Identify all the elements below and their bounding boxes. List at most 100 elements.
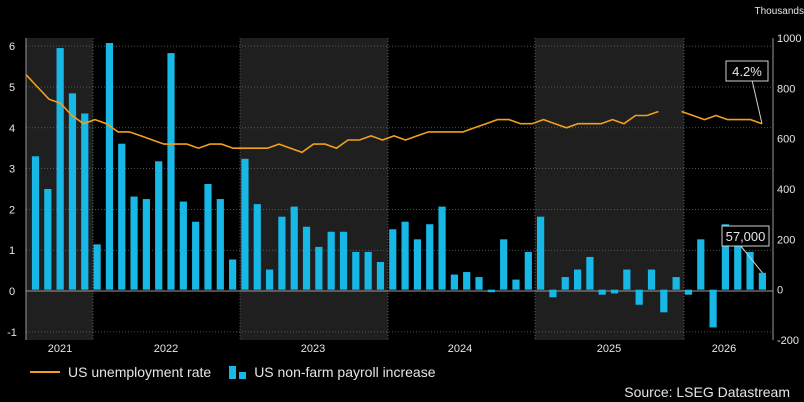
payroll-bar <box>118 143 126 290</box>
legend-label-payroll: US non-farm payroll increase <box>254 364 436 380</box>
payroll-bar <box>192 221 200 290</box>
payroll-bar <box>302 226 311 290</box>
payroll-bar <box>463 272 471 290</box>
left-tick-label: 2 <box>9 204 15 216</box>
right-tick-label: 600 <box>777 134 795 146</box>
payroll-bar <box>56 48 64 290</box>
payroll-bar <box>364 251 372 290</box>
rate-callout-text: 4.2% <box>732 64 762 79</box>
axes: -1 0 1 2 3 4 5 6 -200 0 200 400 600 800 1000 2021 2022 20… <box>7 33 801 355</box>
payroll-bar <box>635 289 643 305</box>
payroll-bar <box>610 289 619 294</box>
payroll-bar <box>290 206 298 290</box>
x-tick-label: 2023 <box>301 343 325 355</box>
rate-callout-line <box>751 79 763 124</box>
payroll-bar <box>660 289 668 313</box>
x-tick-label: 2021 <box>48 343 72 355</box>
end-labels: 4.2% 57,000 <box>721 60 770 274</box>
payroll-bar <box>573 269 582 290</box>
payroll-bar <box>426 224 434 290</box>
payroll-bar <box>44 189 52 290</box>
x-tick-label: 2026 <box>712 343 736 355</box>
payroll-bar <box>93 244 101 290</box>
payroll-bar <box>130 196 138 290</box>
payroll-bar <box>549 289 557 298</box>
payroll-bar <box>512 279 520 290</box>
right-tick-label: 1000 <box>777 33 801 45</box>
payroll-bar <box>734 244 742 290</box>
payroll-bar <box>339 231 348 290</box>
x-tick-label: 2022 <box>154 343 178 355</box>
right-tick-label: 400 <box>777 184 795 196</box>
payroll-bar <box>105 43 114 290</box>
left-tick-label: 6 <box>9 41 15 53</box>
rate-callout-box <box>725 60 769 82</box>
left-tick-label: 5 <box>9 82 15 94</box>
payroll-bar <box>142 199 150 290</box>
payroll-bar <box>598 289 606 295</box>
payroll-bar <box>450 274 458 290</box>
left-tick-label: 4 <box>9 123 15 135</box>
legend-item-payroll: US non-farm payroll increase <box>229 364 435 380</box>
payroll-bar <box>204 183 212 290</box>
payroll-bar <box>721 224 730 290</box>
legend: US unemployment rate US non-farm payroll… <box>30 364 435 380</box>
payroll-bar <box>586 256 594 290</box>
right-tick-label: 800 <box>777 83 795 95</box>
payroll-bar <box>475 277 483 290</box>
payroll-bar <box>697 239 705 290</box>
payroll-bar <box>672 277 680 290</box>
unemployment-line-segment <box>681 110 763 125</box>
payroll-bar <box>500 239 508 290</box>
payroll-bar <box>352 251 360 290</box>
right-axis-unit: Thousands <box>755 6 804 17</box>
payroll-callout-text: 57,000 <box>726 229 766 244</box>
x-tick-label: 2024 <box>448 343 472 355</box>
payroll-bar <box>376 261 385 290</box>
payroll-callout-line <box>739 244 763 274</box>
unemployment-line <box>25 74 763 154</box>
payroll-bar <box>746 251 754 290</box>
payroll-bar <box>253 204 261 290</box>
x-tick-label: 2025 <box>597 343 621 355</box>
payroll-bar <box>68 93 77 290</box>
payroll-bar <box>216 199 224 290</box>
payroll-bar <box>31 156 40 290</box>
right-tick-label: 200 <box>777 234 795 246</box>
payroll-bar <box>561 277 569 290</box>
payroll-bar <box>278 216 286 290</box>
payroll-bar <box>167 53 175 290</box>
payroll-bar <box>179 201 187 290</box>
payroll-bar <box>401 221 409 290</box>
grid <box>26 38 773 340</box>
payroll-bar <box>241 158 249 290</box>
right-tick-label: 0 <box>777 285 783 297</box>
payroll-bar <box>758 272 766 290</box>
left-tick-label: 3 <box>9 164 15 176</box>
payroll-bar <box>81 113 89 290</box>
year-band <box>535 38 684 340</box>
payroll-bar <box>647 269 656 290</box>
year-band <box>240 38 388 340</box>
left-tick-label: -1 <box>7 327 17 339</box>
source-note: Source: LSEG Datastream <box>624 384 790 400</box>
unemployment-line-segment <box>25 74 659 154</box>
payroll-bar <box>155 161 163 290</box>
bar-swatch-icon <box>229 365 247 379</box>
payroll-bar <box>524 251 532 290</box>
right-tick-label: -200 <box>777 335 799 347</box>
payroll-bar <box>537 216 545 290</box>
payroll-bar <box>265 269 274 290</box>
payroll-bar <box>413 239 422 290</box>
payroll-bar <box>389 229 397 290</box>
payroll-bar <box>487 289 495 293</box>
payroll-bar <box>327 231 335 290</box>
payroll-bar <box>438 206 446 290</box>
left-tick-label: 0 <box>9 286 15 298</box>
payroll-bar <box>684 289 693 295</box>
legend-item-unemployment: US unemployment rate <box>30 364 211 380</box>
payroll-bar <box>709 289 717 328</box>
payroll-bar <box>623 269 631 290</box>
payroll-bar <box>315 246 323 290</box>
